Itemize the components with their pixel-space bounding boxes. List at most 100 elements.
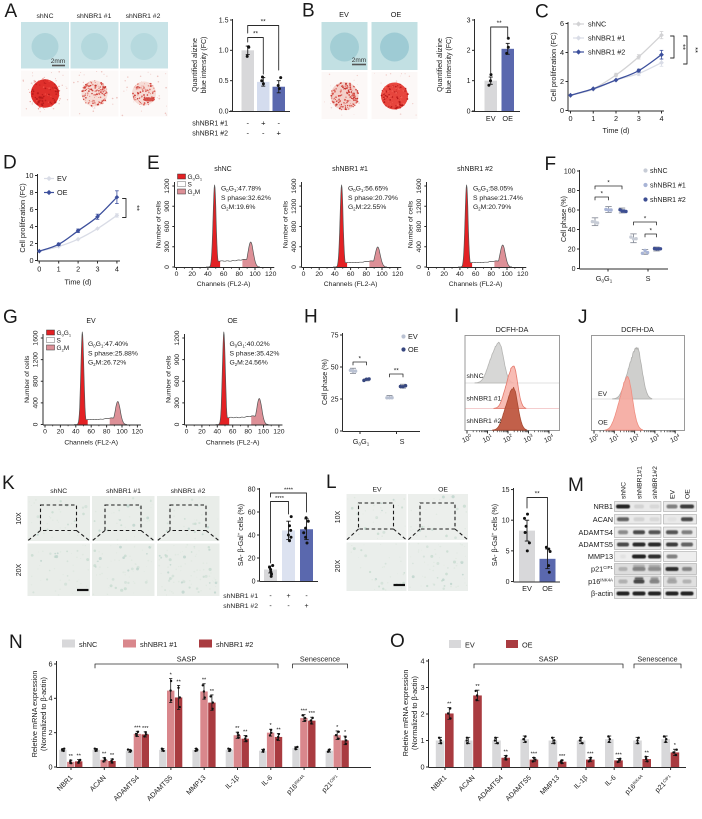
svg-text:shNBR1 #2: shNBR1 #2	[223, 603, 258, 610]
svg-text:***: ***	[615, 753, 622, 759]
svg-text:**: **	[394, 368, 400, 375]
svg-text:+: +	[286, 593, 290, 600]
svg-text:G0​G1​:56.65%: G0​G1​:56.65%	[348, 186, 388, 194]
svg-text:EV: EV	[598, 391, 608, 398]
svg-text:OE: OE	[57, 188, 68, 197]
svg-text:120: 120	[392, 271, 404, 278]
svg-text:0: 0	[37, 265, 41, 274]
svg-text:4: 4	[115, 265, 119, 274]
svg-text:***: ***	[309, 711, 316, 717]
svg-text:1: 1	[57, 265, 61, 274]
svg-text:Senescence: Senescence	[637, 655, 677, 664]
svg-text:120: 120	[517, 271, 529, 278]
svg-text:800: 800	[291, 221, 298, 233]
svg-text:G0​G1​: G0​G1​	[188, 174, 203, 182]
svg-text:*: *	[649, 228, 652, 235]
svg-text:G0​G1​: G0​G1​	[596, 274, 613, 284]
svg-text:2: 2	[560, 77, 564, 86]
svg-text:**: **	[102, 752, 107, 758]
svg-text:shNBR1 #2: shNBR1 #2	[467, 418, 502, 425]
svg-text:40: 40	[214, 429, 222, 436]
svg-text:0: 0	[33, 422, 40, 426]
svg-text:*: *	[170, 673, 173, 679]
svg-text:Cell phase (%): Cell phase (%)	[561, 196, 568, 242]
svg-text:3: 3	[95, 265, 99, 274]
svg-text:**: **	[475, 684, 480, 690]
svg-text:shNC: shNC	[50, 488, 67, 495]
svg-text:C: C	[535, 2, 549, 23]
svg-text:120: 120	[265, 271, 277, 278]
svg-text:800: 800	[33, 375, 40, 387]
svg-text:20: 20	[568, 246, 576, 253]
svg-text:S phase:35.42%: S phase:35.42%	[230, 350, 280, 357]
svg-text:B: B	[302, 1, 315, 22]
svg-text:Cell phase (%): Cell phase (%)	[322, 359, 329, 405]
svg-text:EV: EV	[522, 584, 532, 593]
svg-text:**: **	[447, 702, 452, 708]
svg-text:(Normalized to β-actin): (Normalized to β-actin)	[410, 676, 419, 750]
svg-text:0: 0	[302, 271, 306, 278]
svg-text:0: 0	[164, 265, 171, 269]
svg-text:**: **	[679, 44, 688, 50]
svg-text:S: S	[400, 437, 405, 446]
svg-text:EV: EV	[670, 489, 677, 499]
svg-text:60: 60	[248, 509, 256, 516]
svg-text:Channels (FL2-A): Channels (FL2-A)	[324, 281, 378, 288]
svg-text:60: 60	[568, 207, 576, 214]
svg-text:80: 80	[248, 486, 256, 493]
svg-text:20: 20	[198, 429, 206, 436]
svg-text:*: *	[270, 723, 273, 729]
svg-text:1600: 1600	[33, 330, 40, 345]
svg-text:1200: 1200	[416, 198, 423, 213]
svg-text:60: 60	[472, 271, 480, 278]
svg-text:K: K	[2, 473, 15, 494]
svg-text:80: 80	[103, 429, 111, 436]
svg-text:OE: OE	[502, 114, 513, 123]
svg-text:*: *	[344, 730, 347, 736]
svg-text:Number of cells: Number of cells	[156, 200, 163, 248]
svg-text:1600: 1600	[416, 178, 423, 193]
svg-text:80: 80	[244, 429, 252, 436]
svg-text:blue intensity (FC): blue intensity (FC)	[446, 37, 453, 94]
svg-text:-: -	[246, 129, 249, 138]
svg-text:120: 120	[273, 429, 285, 436]
svg-text:0: 0	[185, 429, 189, 436]
svg-text:-: -	[246, 119, 249, 128]
svg-text:Number of cells: Number of cells	[166, 355, 173, 403]
svg-text:20: 20	[57, 429, 65, 436]
svg-text:**: **	[202, 678, 207, 684]
svg-text:shNBR1#2: shNBR1#2	[652, 466, 659, 499]
svg-text:OE: OE	[438, 487, 448, 494]
svg-text:80: 80	[363, 271, 371, 278]
svg-text:100: 100	[501, 271, 513, 278]
svg-text:1: 1	[420, 736, 424, 745]
svg-text:4: 4	[560, 48, 564, 57]
svg-text:5: 5	[506, 548, 510, 555]
svg-text:OE: OE	[227, 318, 237, 325]
svg-text:1200: 1200	[33, 352, 40, 367]
svg-text:2: 2	[76, 265, 80, 274]
svg-text:10X: 10X	[335, 510, 342, 523]
svg-text:OE: OE	[391, 10, 402, 19]
svg-text:**: **	[691, 47, 700, 53]
svg-text:**: **	[645, 750, 650, 756]
svg-text:2: 2	[48, 728, 52, 737]
svg-text:1200: 1200	[164, 178, 171, 193]
svg-text:Quantified alizine: Quantified alizine	[437, 38, 444, 92]
svg-text:*: *	[607, 180, 610, 187]
svg-text:**: **	[243, 730, 248, 736]
svg-text:SASP: SASP	[177, 655, 197, 664]
svg-text:(Normalized to β-actin): (Normalized to β-actin)	[39, 677, 48, 751]
svg-text:shNC: shNC	[214, 166, 232, 173]
svg-text:****: ****	[284, 488, 294, 494]
svg-text:Channels (FL2-A): Channels (FL2-A)	[197, 281, 251, 288]
svg-text:M: M	[568, 475, 584, 496]
svg-text:+: +	[304, 603, 308, 610]
svg-text:1.5: 1.5	[219, 17, 229, 24]
svg-text:3: 3	[420, 683, 424, 692]
svg-text:SASP: SASP	[539, 655, 559, 664]
svg-text:OE: OE	[542, 584, 553, 593]
svg-text:1.0: 1.0	[219, 48, 229, 55]
svg-text:Channels (FL2-A): Channels (FL2-A)	[64, 440, 118, 447]
svg-text:40: 40	[204, 271, 212, 278]
